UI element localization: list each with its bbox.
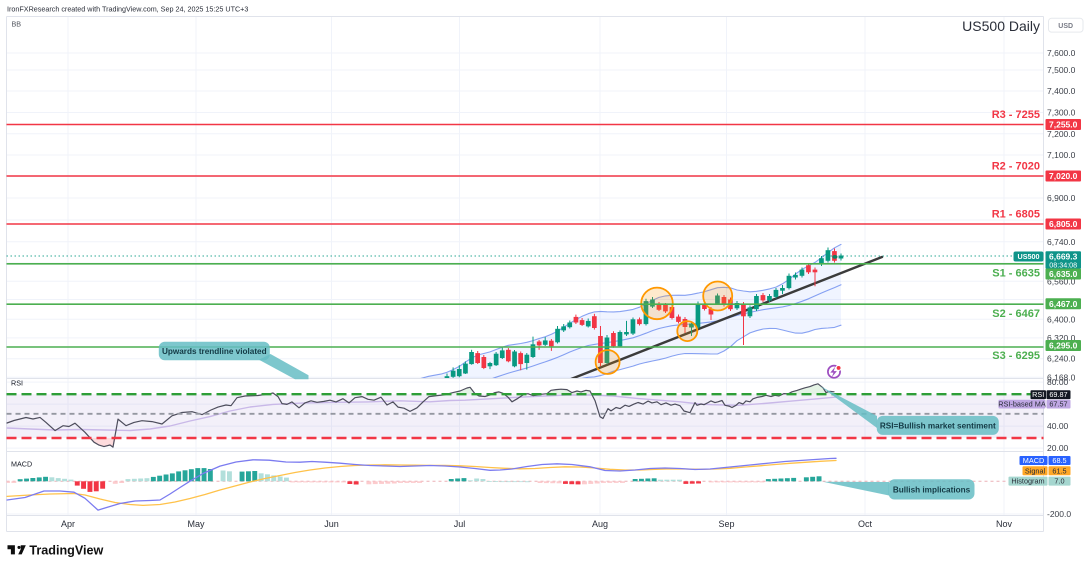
svg-text:Nov: Nov bbox=[996, 519, 1013, 529]
svg-text:Apr: Apr bbox=[61, 519, 75, 529]
svg-text:6,467.0: 6,467.0 bbox=[1049, 299, 1078, 309]
svg-text:68.5: 68.5 bbox=[1052, 456, 1066, 465]
svg-text:Upwards trendline violated: Upwards trendline violated bbox=[162, 347, 267, 356]
svg-text:US500 Daily: US500 Daily bbox=[962, 18, 1040, 34]
svg-text:BB: BB bbox=[12, 20, 22, 29]
svg-text:6,168.0: 6,168.0 bbox=[1047, 372, 1076, 382]
svg-text:7,200.0: 7,200.0 bbox=[1047, 129, 1076, 139]
svg-text:6,560.0: 6,560.0 bbox=[1047, 276, 1076, 286]
svg-text:6,805.0: 6,805.0 bbox=[1049, 219, 1078, 229]
svg-text:20.00: 20.00 bbox=[1047, 443, 1069, 453]
svg-text:S1 - 6635: S1 - 6635 bbox=[992, 268, 1040, 280]
svg-text:RSI-based MA: RSI-based MA bbox=[998, 399, 1046, 408]
svg-text:R3 - 7255: R3 - 7255 bbox=[992, 109, 1040, 121]
svg-text:6,900.0: 6,900.0 bbox=[1047, 193, 1076, 203]
svg-text:MACD: MACD bbox=[11, 460, 32, 469]
svg-text:40.00: 40.00 bbox=[1047, 421, 1069, 431]
svg-text:US500: US500 bbox=[1018, 252, 1040, 261]
svg-text:R1 - 6805: R1 - 6805 bbox=[992, 209, 1040, 221]
svg-text:May: May bbox=[187, 519, 205, 529]
svg-text:6,669.3: 6,669.3 bbox=[1049, 251, 1078, 261]
svg-text:6,740.0: 6,740.0 bbox=[1047, 237, 1076, 247]
svg-text:6,320.0: 6,320.0 bbox=[1047, 333, 1076, 343]
svg-text:7,020.0: 7,020.0 bbox=[1049, 171, 1078, 181]
svg-text:7,300.0: 7,300.0 bbox=[1047, 108, 1076, 118]
svg-text:TradingView: TradingView bbox=[29, 543, 103, 557]
svg-text:Sep: Sep bbox=[718, 519, 734, 529]
svg-text:USD: USD bbox=[1058, 23, 1073, 30]
svg-text:6,400.0: 6,400.0 bbox=[1047, 314, 1076, 324]
svg-text:6,635.0: 6,635.0 bbox=[1049, 269, 1078, 279]
svg-text:-200.0: -200.0 bbox=[1047, 509, 1071, 519]
svg-text:6,240.0: 6,240.0 bbox=[1047, 354, 1076, 364]
svg-text:RSI: RSI bbox=[11, 379, 23, 388]
svg-text:IronFXResearch created with Tr: IronFXResearch created with TradingView.… bbox=[7, 5, 248, 14]
svg-text:RSI: RSI bbox=[1032, 390, 1044, 399]
svg-text:7.0: 7.0 bbox=[1054, 477, 1064, 486]
svg-text:6,295.0: 6,295.0 bbox=[1049, 341, 1078, 351]
svg-text:7,100.0: 7,100.0 bbox=[1047, 150, 1076, 160]
svg-text:Oct: Oct bbox=[858, 519, 873, 529]
svg-text:7,600.0: 7,600.0 bbox=[1047, 48, 1076, 58]
svg-text:08:34:08: 08:34:08 bbox=[1049, 260, 1077, 269]
svg-text:Signal: Signal bbox=[1025, 466, 1046, 475]
svg-text:7,500.0: 7,500.0 bbox=[1047, 65, 1076, 75]
svg-text:Histogram: Histogram bbox=[1011, 477, 1044, 486]
svg-text:R2 - 7020: R2 - 7020 bbox=[992, 161, 1040, 173]
svg-text:7,255.0: 7,255.0 bbox=[1049, 120, 1078, 130]
svg-text:61.5: 61.5 bbox=[1052, 466, 1066, 475]
svg-text:67.57: 67.57 bbox=[1049, 399, 1067, 408]
svg-text:RSI=Bullish market sentiment: RSI=Bullish market sentiment bbox=[880, 421, 996, 430]
svg-text:S2 - 6467: S2 - 6467 bbox=[992, 308, 1040, 320]
svg-text:69.87: 69.87 bbox=[1049, 390, 1067, 399]
svg-text:80.00: 80.00 bbox=[1047, 377, 1069, 387]
svg-text:MACD: MACD bbox=[1023, 456, 1045, 465]
svg-text:Jul: Jul bbox=[454, 519, 466, 529]
svg-text:Bullish implications: Bullish implications bbox=[893, 485, 971, 494]
svg-text:7,400.0: 7,400.0 bbox=[1047, 86, 1076, 96]
svg-text:Jun: Jun bbox=[324, 519, 339, 529]
svg-text:Aug: Aug bbox=[592, 519, 608, 529]
svg-text:S3 - 6295: S3 - 6295 bbox=[992, 350, 1040, 362]
